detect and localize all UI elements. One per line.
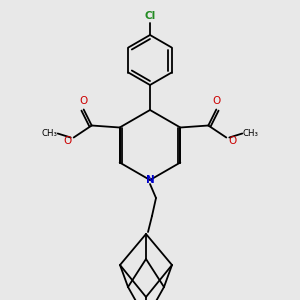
Text: CH₃: CH₃ [42, 129, 58, 138]
Text: N: N [146, 175, 154, 185]
Text: CH₃: CH₃ [242, 129, 258, 138]
Text: O: O [228, 136, 236, 146]
Text: O: O [212, 95, 220, 106]
Text: O: O [80, 95, 88, 106]
Text: Cl: Cl [144, 11, 156, 21]
Text: O: O [64, 136, 72, 146]
